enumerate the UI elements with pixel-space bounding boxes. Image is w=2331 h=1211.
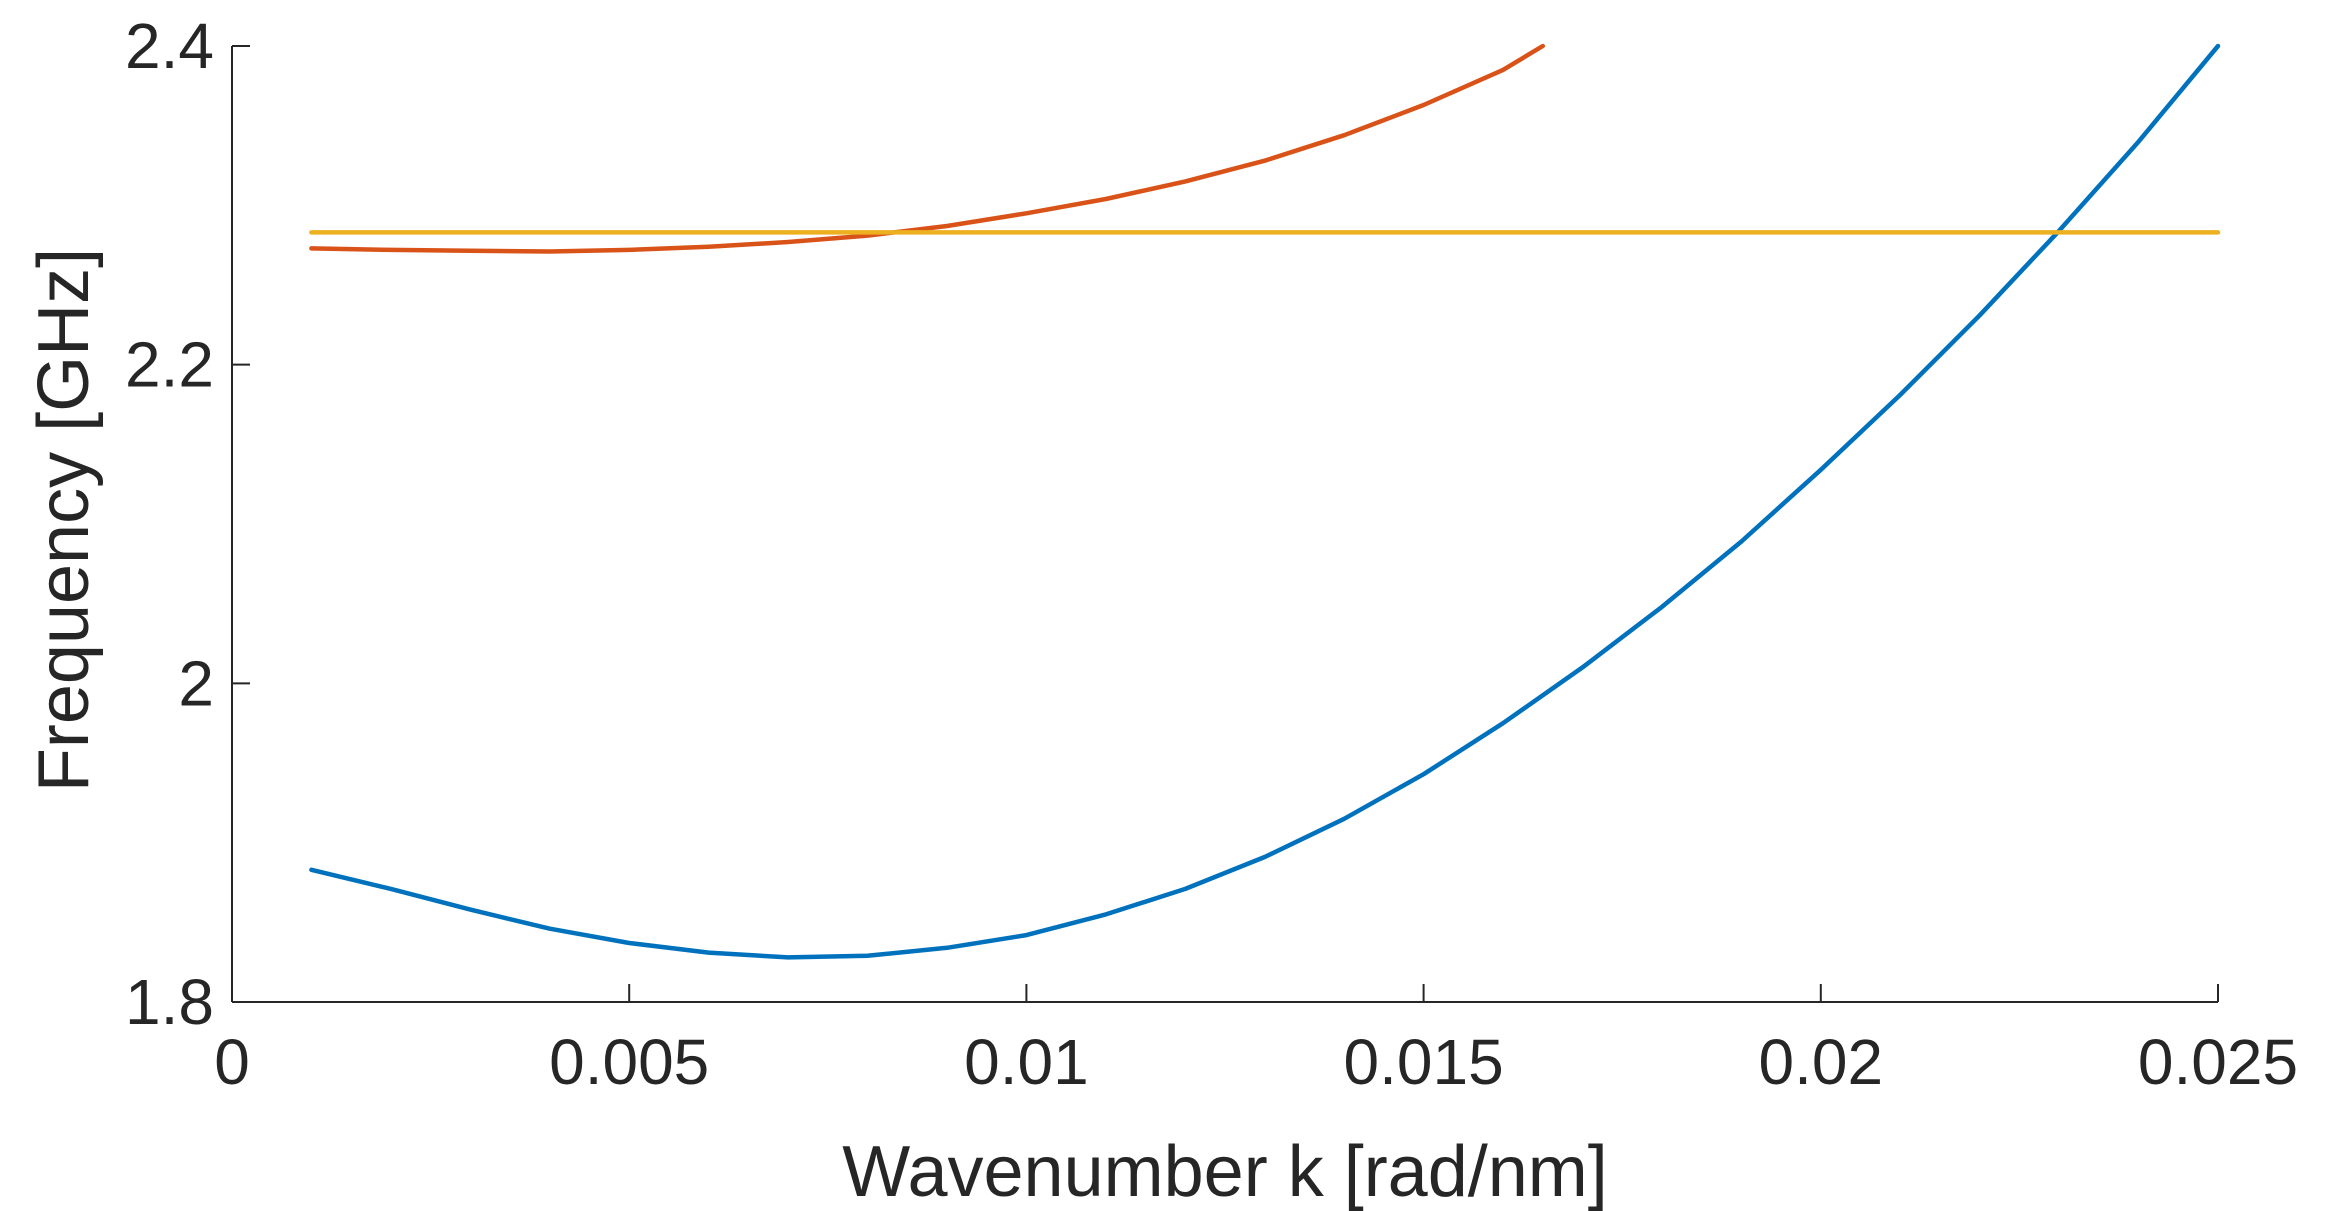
y-tick-label: 1.8 xyxy=(125,966,214,1038)
x-axis: 0 0.005 0.01 0.015 0.02 0.025 xyxy=(214,984,2298,1098)
y-tick-label: 2.2 xyxy=(125,329,214,401)
y-axis-label: Frequency [GHz] xyxy=(24,248,104,792)
x-tick-label: 0 xyxy=(214,1026,250,1098)
x-tick-label: 0.025 xyxy=(2138,1026,2298,1098)
y-tick-label: 2 xyxy=(178,647,214,719)
series-layer xyxy=(309,43,2221,960)
y-axis: 1.8 2 2.2 2.4 xyxy=(125,10,250,1038)
series-line-2 xyxy=(309,43,1546,254)
x-tick-label: 0.015 xyxy=(1344,1026,1504,1098)
series-line-1 xyxy=(309,43,2221,960)
y-tick-label: 2.4 xyxy=(125,10,214,82)
x-axis-label: Wavenumber k [rad/nm] xyxy=(842,1132,1608,1211)
x-tick-label: 0.005 xyxy=(549,1026,709,1098)
x-tick-label: 0.01 xyxy=(964,1026,1089,1098)
x-tick-label: 0.02 xyxy=(1759,1026,1884,1098)
